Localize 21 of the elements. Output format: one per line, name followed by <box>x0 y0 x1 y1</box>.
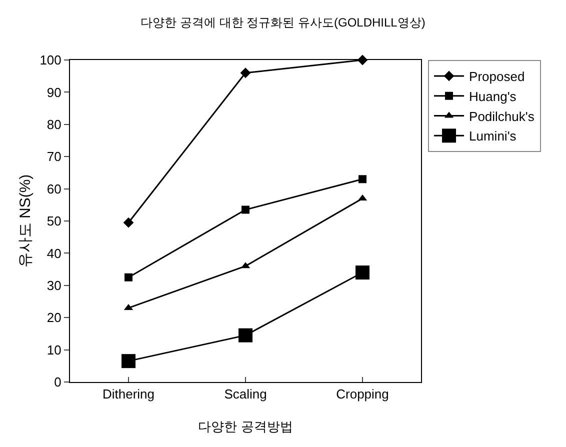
y-tick-label: 80 <box>46 116 62 132</box>
y-tick-label: 10 <box>46 342 62 358</box>
x-tick-label: Scaling <box>224 386 267 402</box>
y-tick-label: 90 <box>46 84 62 100</box>
y-tick-label: 100 <box>40 52 62 68</box>
legend-label: Huang's <box>469 88 517 104</box>
x-axis-title: 다양한 공격방법 <box>198 419 293 434</box>
y-tick-label: 0 <box>54 374 62 390</box>
y-axis-title: 유사도 NS(%) <box>17 174 34 268</box>
legend-label: Podilchuk's <box>469 108 535 124</box>
y-tick-label: 70 <box>46 149 62 164</box>
x-tick-label: Dithering <box>102 386 155 402</box>
y-tick-label: 20 <box>46 310 62 326</box>
y-tick-label: 60 <box>46 181 62 196</box>
y-tick-label: 30 <box>46 278 62 293</box>
chart-title: 다양한 공격에 대한 정규화된 유사도(GOLDHILL영상) <box>140 15 426 30</box>
legend-label: Lumini's <box>469 128 517 144</box>
legend-label: Proposed <box>469 69 525 84</box>
y-tick-label: 40 <box>46 246 62 261</box>
x-tick-label: Cropping <box>336 386 389 402</box>
y-tick-label: 50 <box>46 214 62 229</box>
